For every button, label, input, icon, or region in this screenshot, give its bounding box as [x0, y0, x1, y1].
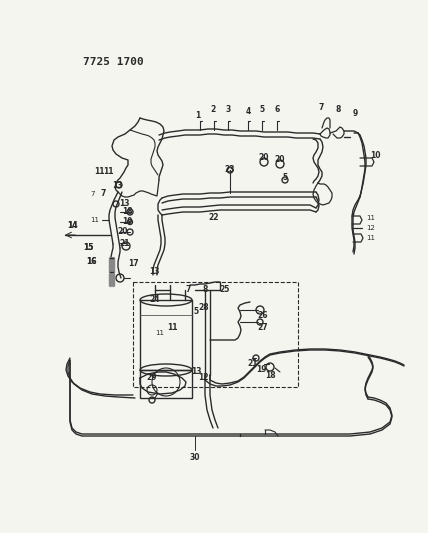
Text: 11: 11: [366, 235, 375, 241]
Bar: [140, 370, 192, 398]
Text: 20: 20: [118, 228, 128, 237]
Text: 16: 16: [86, 256, 96, 265]
Text: 2: 2: [211, 106, 216, 115]
Text: 1: 1: [195, 110, 201, 119]
Text: 30: 30: [190, 454, 200, 463]
Text: 28: 28: [199, 303, 209, 312]
Text: 19: 19: [122, 217, 132, 227]
Text: 17: 17: [128, 260, 138, 269]
Text: 7725 1700: 7725 1700: [83, 57, 144, 67]
Bar: [133, 282, 298, 387]
Text: 11: 11: [94, 167, 104, 176]
Text: 18: 18: [265, 372, 275, 381]
Text: 15: 15: [83, 244, 93, 253]
Text: 24: 24: [150, 295, 160, 304]
Text: 8: 8: [202, 286, 208, 295]
Text: 20: 20: [259, 154, 269, 163]
Text: 23: 23: [225, 166, 235, 174]
Text: 13: 13: [149, 266, 159, 276]
Text: 13: 13: [112, 181, 122, 190]
Text: 5: 5: [193, 308, 199, 317]
Text: 20: 20: [275, 156, 285, 165]
Text: 10: 10: [370, 150, 380, 159]
Text: 21: 21: [248, 359, 258, 367]
Text: 14: 14: [67, 221, 77, 230]
Text: 27: 27: [258, 324, 268, 333]
Text: 15: 15: [83, 244, 93, 253]
Text: 5: 5: [259, 106, 265, 115]
Text: 25: 25: [220, 286, 230, 295]
Text: 13: 13: [191, 367, 201, 376]
Text: 7: 7: [185, 286, 191, 295]
Text: 21: 21: [120, 238, 130, 247]
Bar: [140, 300, 192, 370]
Text: 7: 7: [318, 103, 324, 112]
Text: 19: 19: [256, 366, 266, 375]
Text: 4: 4: [245, 108, 251, 117]
Text: 13: 13: [119, 199, 129, 208]
Text: 16: 16: [86, 256, 96, 265]
Text: 5: 5: [282, 173, 288, 182]
Text: 18: 18: [122, 207, 132, 216]
Text: 11: 11: [90, 217, 99, 223]
Text: 29: 29: [147, 374, 157, 383]
Text: 11: 11: [366, 215, 375, 221]
Text: 9: 9: [352, 109, 358, 117]
Text: 8: 8: [335, 104, 341, 114]
Text: 22: 22: [209, 214, 219, 222]
Text: 3: 3: [226, 106, 231, 115]
Text: 11: 11: [167, 322, 177, 332]
Text: 11: 11: [103, 167, 113, 176]
Text: 7: 7: [100, 190, 106, 198]
Text: 12: 12: [366, 225, 375, 231]
Text: 11: 11: [155, 330, 164, 336]
Text: 26: 26: [258, 311, 268, 320]
Text: 6: 6: [274, 106, 279, 115]
Text: 7: 7: [90, 191, 95, 197]
Text: 12: 12: [198, 374, 208, 383]
Text: 14: 14: [67, 221, 77, 230]
